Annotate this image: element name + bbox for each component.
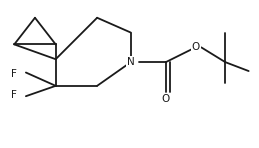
Text: F: F	[11, 69, 17, 79]
Text: O: O	[191, 42, 200, 52]
Text: N: N	[127, 57, 135, 67]
Text: F: F	[11, 90, 17, 100]
Text: O: O	[162, 94, 170, 104]
